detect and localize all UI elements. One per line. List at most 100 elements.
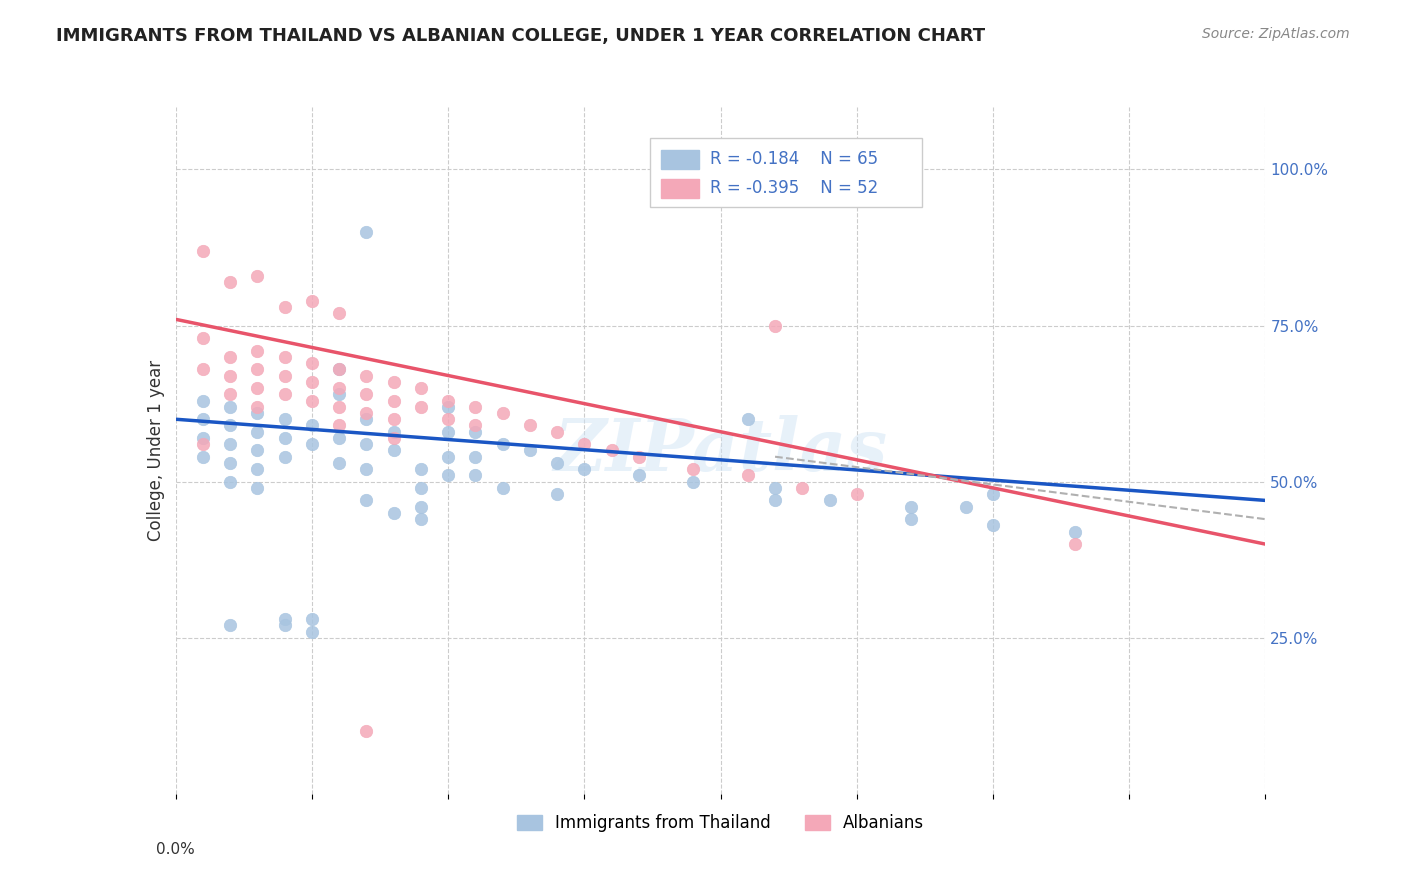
Point [1063, 524, 1085, 539]
Point [574, 462, 596, 476]
Point [737, 412, 759, 426]
Point [382, 443, 405, 458]
Point [274, 618, 297, 632]
Point [356, 724, 378, 739]
Point [845, 487, 868, 501]
Point [382, 431, 405, 445]
Point [356, 462, 378, 476]
Point [546, 487, 568, 501]
Point [682, 475, 704, 489]
Point [219, 618, 242, 632]
Point [219, 387, 242, 401]
Point [301, 293, 323, 308]
Point [219, 456, 242, 470]
Point [246, 443, 269, 458]
Point [328, 306, 350, 320]
Point [492, 481, 515, 495]
Text: R = -0.395    N = 52: R = -0.395 N = 52 [710, 179, 877, 197]
Point [191, 244, 214, 258]
Point [219, 368, 242, 383]
Point [328, 418, 350, 433]
Point [737, 468, 759, 483]
Point [219, 437, 242, 451]
Point [955, 500, 977, 514]
Point [191, 450, 214, 464]
Point [900, 512, 922, 526]
Point [763, 493, 786, 508]
Point [409, 381, 432, 395]
Point [464, 400, 486, 414]
Point [191, 331, 214, 345]
Point [191, 362, 214, 376]
Point [274, 350, 297, 364]
Point [792, 481, 814, 495]
Point [274, 450, 297, 464]
Point [191, 412, 214, 426]
Point [301, 612, 323, 626]
Point [627, 450, 650, 464]
Point [356, 387, 378, 401]
Point [437, 450, 460, 464]
Point [328, 362, 350, 376]
Point [682, 462, 704, 476]
Point [437, 400, 460, 414]
Point [409, 462, 432, 476]
Point [219, 418, 242, 433]
Point [301, 437, 323, 451]
Point [492, 437, 515, 451]
Point [546, 456, 568, 470]
Text: R = -0.184    N = 65: R = -0.184 N = 65 [710, 150, 877, 168]
Point [1063, 537, 1085, 551]
Point [464, 468, 486, 483]
Point [219, 475, 242, 489]
FancyBboxPatch shape [661, 179, 699, 198]
Point [328, 431, 350, 445]
Legend: Immigrants from Thailand, Albanians: Immigrants from Thailand, Albanians [509, 805, 932, 840]
Point [574, 437, 596, 451]
Point [328, 362, 350, 376]
Point [519, 418, 541, 433]
Point [981, 518, 1004, 533]
FancyBboxPatch shape [661, 150, 699, 169]
Point [274, 431, 297, 445]
Point [246, 481, 269, 495]
Point [246, 343, 269, 358]
Point [274, 368, 297, 383]
Point [274, 300, 297, 314]
Point [328, 387, 350, 401]
Point [818, 493, 841, 508]
Point [246, 425, 269, 439]
Point [382, 506, 405, 520]
Point [356, 406, 378, 420]
Point [356, 437, 378, 451]
Point [328, 381, 350, 395]
Point [464, 425, 486, 439]
Point [356, 493, 378, 508]
Point [981, 487, 1004, 501]
Point [301, 375, 323, 389]
Point [219, 275, 242, 289]
Point [246, 400, 269, 414]
Point [409, 512, 432, 526]
Point [246, 462, 269, 476]
Point [464, 450, 486, 464]
Point [900, 500, 922, 514]
Point [246, 381, 269, 395]
Point [492, 406, 515, 420]
Point [191, 437, 214, 451]
Point [301, 624, 323, 639]
Y-axis label: College, Under 1 year: College, Under 1 year [146, 359, 165, 541]
Point [763, 318, 786, 333]
Text: 0.0%: 0.0% [156, 842, 195, 857]
FancyBboxPatch shape [650, 138, 922, 207]
Point [763, 481, 786, 495]
Point [274, 612, 297, 626]
Point [356, 412, 378, 426]
Point [437, 412, 460, 426]
Point [274, 387, 297, 401]
Point [382, 412, 405, 426]
Point [382, 375, 405, 389]
Point [246, 362, 269, 376]
Point [519, 443, 541, 458]
Point [219, 400, 242, 414]
